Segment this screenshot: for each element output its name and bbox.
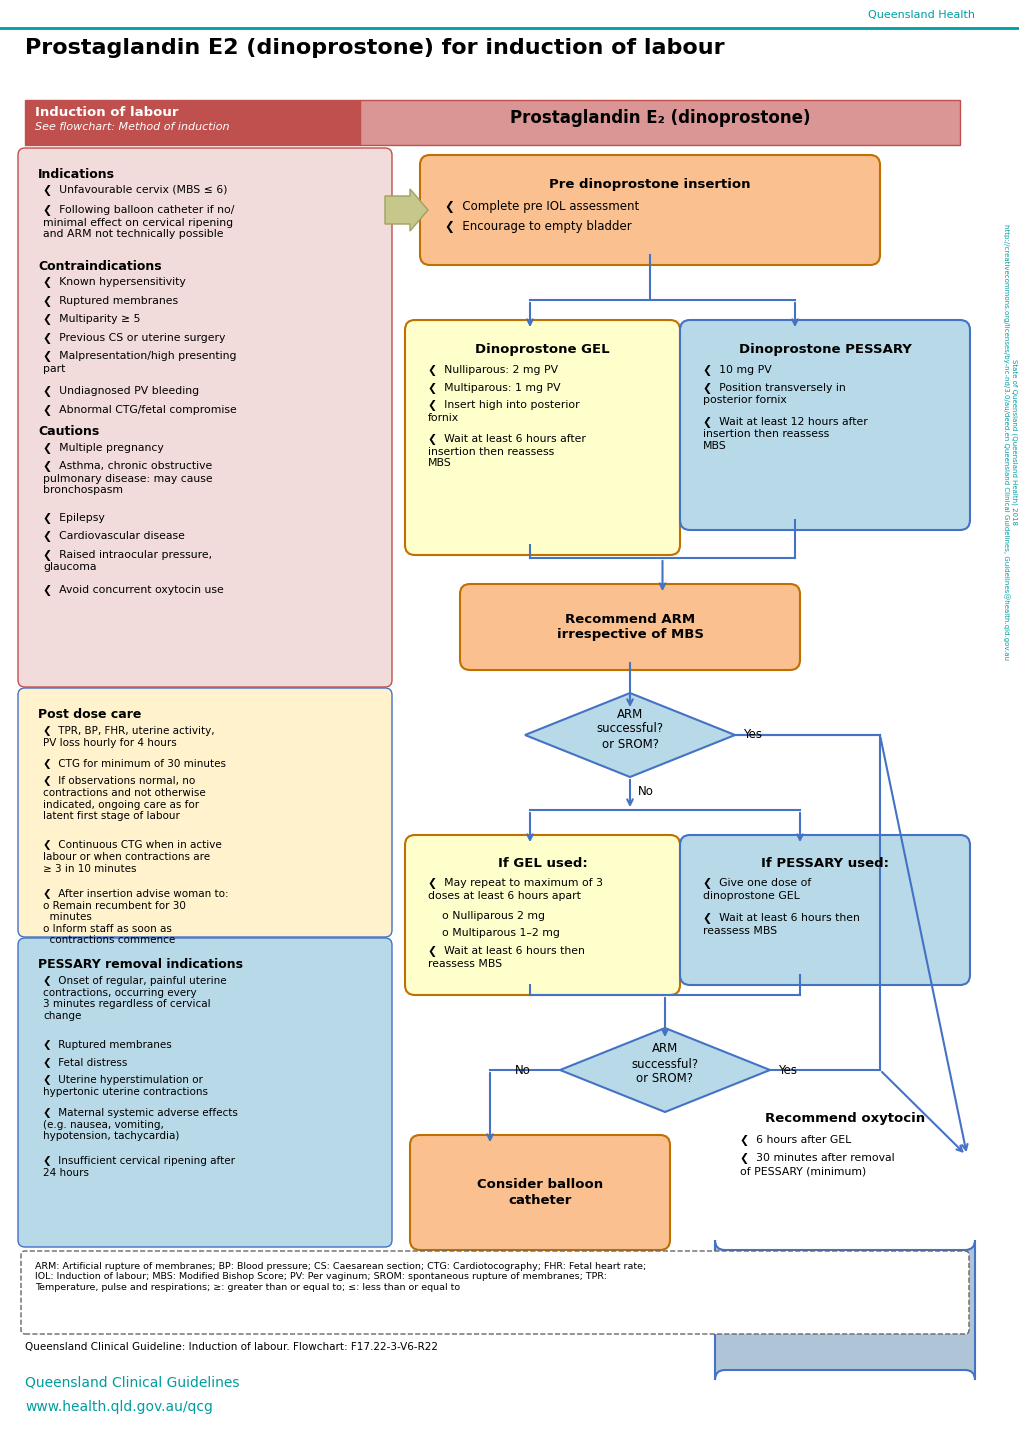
Text: Prostaglandin E2 (dinoprostone) for induction of labour: Prostaglandin E2 (dinoprostone) for indu… (25, 37, 723, 58)
Text: ❮  Cardiovascular disease: ❮ Cardiovascular disease (43, 531, 184, 542)
FancyBboxPatch shape (460, 584, 799, 671)
Text: ❮  CTG for minimum of 30 minutes: ❮ CTG for minimum of 30 minutes (43, 758, 226, 769)
Text: Recommend ARM
irrespective of MBS: Recommend ARM irrespective of MBS (556, 613, 703, 642)
Text: Contraindications: Contraindications (38, 260, 161, 273)
FancyBboxPatch shape (405, 835, 680, 995)
Text: Prostaglandin E₂ (dinoprostone): Prostaglandin E₂ (dinoprostone) (510, 110, 809, 127)
Text: Pre dinoprostone insertion: Pre dinoprostone insertion (548, 177, 750, 190)
Text: ❮  Multiparous: 1 mg PV: ❮ Multiparous: 1 mg PV (428, 382, 560, 394)
Text: ❮  Maternal systemic adverse effects
(e.g. nausea, vomiting,
hypotension, tachyc: ❮ Maternal systemic adverse effects (e.g… (43, 1107, 237, 1141)
Text: Dinoprostone PESSARY: Dinoprostone PESSARY (738, 343, 911, 356)
Text: Yes: Yes (777, 1064, 796, 1077)
Text: ❮  After insertion advise woman to:
o Remain recumbent for 30
  minutes
o Inform: ❮ After insertion advise woman to: o Rem… (43, 890, 228, 946)
Text: ❮  Onset of regular, painful uterine
contractions, occurring every
3 minutes reg: ❮ Onset of regular, painful uterine cont… (43, 976, 226, 1021)
Text: ❮  May repeat to maximum of 3
doses at least 6 hours apart: ❮ May repeat to maximum of 3 doses at le… (428, 878, 602, 901)
Text: ❮  Asthma, chronic obstructive
pulmonary disease: may cause
bronchospasm: ❮ Asthma, chronic obstructive pulmonary … (43, 461, 212, 495)
Text: Queensland Health: Queensland Health (867, 10, 974, 20)
Text: If PESSARY used:: If PESSARY used: (760, 857, 889, 870)
Text: ❮  Wait at least 6 hours then
reassess MBS: ❮ Wait at least 6 hours then reassess MB… (702, 913, 859, 936)
Polygon shape (525, 694, 735, 777)
Text: ❮  30 minutes after removal
of PESSARY (minimum): ❮ 30 minutes after removal of PESSARY (m… (739, 1154, 894, 1177)
Text: ❮  Ruptured membranes: ❮ Ruptured membranes (43, 1040, 171, 1050)
Text: ❮  Complete pre IOL assessment: ❮ Complete pre IOL assessment (444, 200, 639, 213)
Polygon shape (559, 1028, 769, 1112)
Text: ❮  Avoid concurrent oxytocin use: ❮ Avoid concurrent oxytocin use (43, 584, 223, 596)
FancyBboxPatch shape (405, 320, 680, 555)
Text: ❮  Following balloon catheter if no/
minimal effect on cervical ripening
and ARM: ❮ Following balloon catheter if no/ mini… (43, 205, 234, 239)
Text: ❮  Fetal distress: ❮ Fetal distress (43, 1057, 127, 1067)
Text: ❮  Encourage to empty bladder: ❮ Encourage to empty bladder (444, 221, 631, 234)
Text: Induction of labour: Induction of labour (35, 107, 178, 120)
FancyBboxPatch shape (410, 1135, 669, 1250)
Text: ARM
successful?
or SROM?: ARM successful? or SROM? (631, 1043, 698, 1086)
Text: ❮  Raised intraocular pressure,
glaucoma: ❮ Raised intraocular pressure, glaucoma (43, 549, 212, 572)
Text: ❮  Insert high into posterior
fornix: ❮ Insert high into posterior fornix (428, 399, 579, 423)
Text: Recommend oxytocin: Recommend oxytocin (764, 1112, 924, 1125)
Text: ❮  Abnormal CTG/fetal compromise: ❮ Abnormal CTG/fetal compromise (43, 405, 236, 415)
Text: No: No (515, 1064, 530, 1077)
Text: Post dose care: Post dose care (38, 708, 142, 721)
Text: See flowchart: Method of induction: See flowchart: Method of induction (35, 123, 229, 133)
FancyBboxPatch shape (680, 320, 969, 531)
Text: ❮  Multiple pregnancy: ❮ Multiple pregnancy (43, 443, 164, 453)
Bar (25, 99, 360, 146)
Bar (360, 99, 959, 146)
Text: Queensland Clinical Guideline: Induction of labour. Flowchart: F17.22-3-V6-R22: Queensland Clinical Guideline: Induction… (25, 1343, 437, 1353)
Text: ❮  Ruptured membranes: ❮ Ruptured membranes (43, 296, 178, 307)
Text: ❮  Wait at least 6 hours then
reassess MBS: ❮ Wait at least 6 hours then reassess MB… (428, 946, 584, 969)
Text: State of Queensland (Queensland Health) 2018
http://creativecommons.org/licenses: State of Queensland (Queensland Health) … (1002, 224, 1016, 660)
Text: Dinoprostone GEL: Dinoprostone GEL (475, 343, 609, 356)
Text: ❮  Malpresentation/high presenting
part: ❮ Malpresentation/high presenting part (43, 350, 236, 373)
FancyBboxPatch shape (18, 149, 391, 686)
Text: ❮  6 hours after GEL: ❮ 6 hours after GEL (739, 1135, 851, 1146)
Text: ❮  Previous CS or uterine surgery: ❮ Previous CS or uterine surgery (43, 333, 225, 343)
Text: Consider balloon
catheter: Consider balloon catheter (477, 1178, 602, 1207)
Text: ❮  Epilepsy: ❮ Epilepsy (43, 512, 105, 523)
Text: ❮  Insufficient cervical ripening after
24 hours: ❮ Insufficient cervical ripening after 2… (43, 1156, 234, 1178)
Text: www.health.qld.gov.au/qcg: www.health.qld.gov.au/qcg (25, 1400, 213, 1415)
FancyBboxPatch shape (21, 1252, 968, 1334)
Text: ❮  Unfavourable cervix (MBS ≤ 6): ❮ Unfavourable cervix (MBS ≤ 6) (43, 186, 227, 196)
Text: ❮  Multiparity ≥ 5: ❮ Multiparity ≥ 5 (43, 314, 141, 324)
Text: ARM: Artificial rupture of membranes; BP: Blood pressure; CS: Caesarean section;: ARM: Artificial rupture of membranes; BP… (35, 1262, 646, 1292)
FancyBboxPatch shape (18, 688, 391, 937)
Text: ❮  Known hypersensitivity: ❮ Known hypersensitivity (43, 277, 185, 288)
Text: ❮  Wait at least 12 hours after
insertion then reassess
MBS: ❮ Wait at least 12 hours after insertion… (702, 417, 867, 451)
Text: If GEL used:: If GEL used: (497, 857, 587, 870)
FancyArrow shape (384, 189, 428, 231)
Text: ❮  Wait at least 6 hours after
insertion then reassess
MBS: ❮ Wait at least 6 hours after insertion … (428, 434, 585, 469)
Text: Yes: Yes (742, 728, 761, 741)
Text: ❮  If observations normal, no
contractions and not otherwise
indicated, ongoing : ❮ If observations normal, no contraction… (43, 776, 206, 822)
FancyBboxPatch shape (680, 835, 969, 985)
Text: ❮  TPR, BP, FHR, uterine activity,
PV loss hourly for 4 hours: ❮ TPR, BP, FHR, uterine activity, PV los… (43, 725, 214, 747)
Text: Indications: Indications (38, 169, 115, 182)
Text: ❮  Position transversely in
posterior fornix: ❮ Position transversely in posterior for… (702, 382, 845, 405)
Text: ❮  Continuous CTG when in active
labour or when contractions are
≥ 3 in 10 minut: ❮ Continuous CTG when in active labour o… (43, 841, 221, 874)
Text: ❮  Nulliparous: 2 mg PV: ❮ Nulliparous: 2 mg PV (428, 365, 557, 376)
Text: PESSARY removal indications: PESSARY removal indications (38, 957, 243, 970)
Text: Queensland Clinical Guidelines: Queensland Clinical Guidelines (25, 1376, 239, 1389)
FancyBboxPatch shape (420, 154, 879, 265)
FancyBboxPatch shape (18, 937, 391, 1247)
Text: ❮  10 mg PV: ❮ 10 mg PV (702, 365, 771, 376)
Text: ARM
successful?
or SROM?: ARM successful? or SROM? (596, 708, 663, 750)
Text: No: No (637, 784, 653, 797)
Text: ❮  Give one dose of
dinoprostone GEL: ❮ Give one dose of dinoprostone GEL (702, 878, 810, 901)
FancyBboxPatch shape (714, 1240, 974, 1380)
Text: ❮  Uterine hyperstimulation or
hypertonic uterine contractions: ❮ Uterine hyperstimulation or hypertonic… (43, 1074, 208, 1096)
Text: ❮  Undiagnosed PV bleeding: ❮ Undiagnosed PV bleeding (43, 386, 199, 397)
Text: o Multiparous 1–2 mg: o Multiparous 1–2 mg (434, 929, 559, 939)
Text: o Nulliparous 2 mg: o Nulliparous 2 mg (434, 911, 544, 921)
Text: Cautions: Cautions (38, 425, 99, 438)
